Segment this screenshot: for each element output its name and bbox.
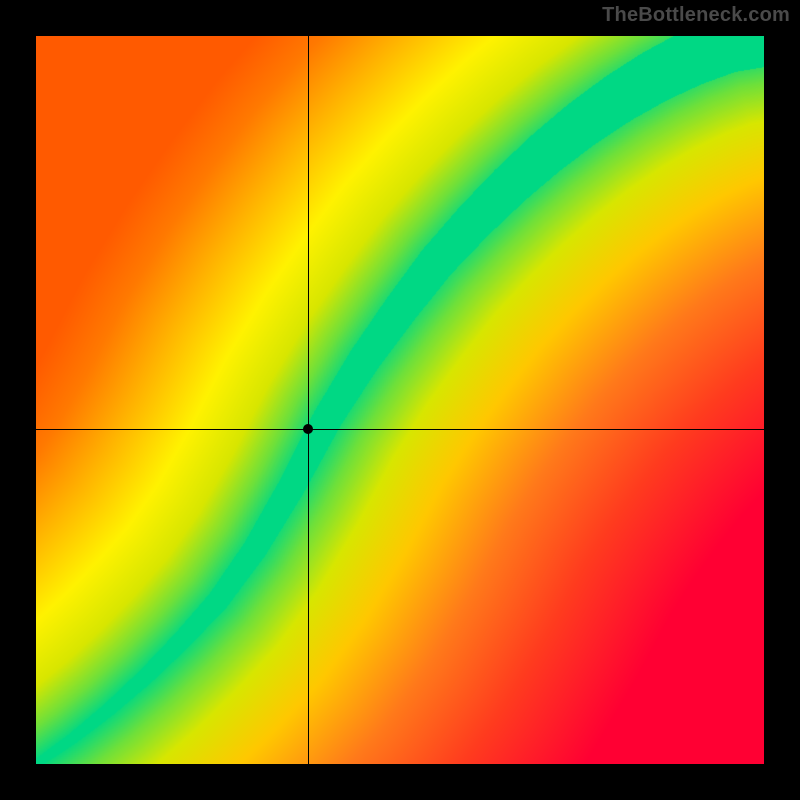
heatmap-canvas xyxy=(36,36,764,764)
crosshair-horizontal xyxy=(36,429,764,430)
crosshair-vertical xyxy=(308,36,309,764)
watermark-text: TheBottleneck.com xyxy=(602,4,790,27)
heatmap-plot xyxy=(36,36,764,764)
selection-marker xyxy=(303,424,313,434)
